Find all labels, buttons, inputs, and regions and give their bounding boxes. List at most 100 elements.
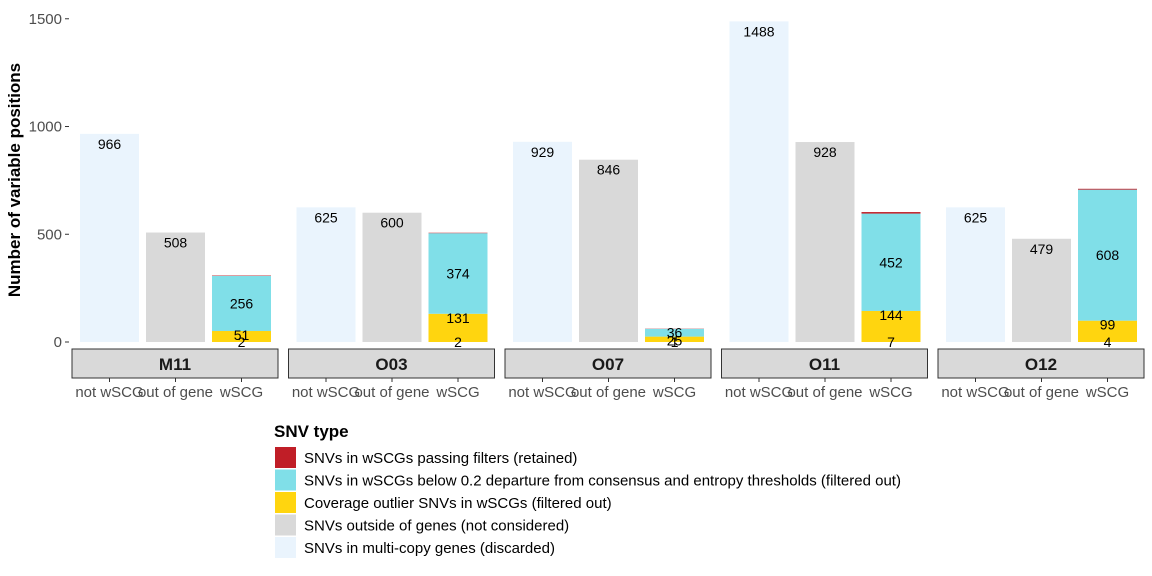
x-tick-label: wSCG [868,384,912,401]
legend-item-below: SNVs in wSCGs below 0.2 departure from c… [275,469,901,491]
bar-segment-multi [80,133,139,342]
x-tick-label: out of gene [138,384,213,401]
data-label: 36 [667,325,683,341]
facet-strip [288,348,495,379]
data-label: 7 [887,334,895,350]
data-label: 608 [1096,247,1120,263]
data-label: 966 [98,136,122,152]
legend-item-outside: SNVs outside of genes (not considered) [275,514,569,536]
bar-segment-outside [795,142,855,342]
data-label: 452 [879,254,903,270]
x-tick-label: out of gene [354,384,429,401]
bar-segment-multi [513,141,572,342]
bar-segment-retained [1078,188,1137,190]
x-tick-label: not wSCG [725,384,793,401]
x-tick-label: not wSCG [508,384,576,401]
data-label: 99 [1100,317,1116,333]
data-label: 928 [813,144,837,160]
data-label: 625 [964,209,988,225]
facet-strip [721,348,928,379]
legend-swatch [275,447,296,468]
y-tick-label: 0 [54,334,62,351]
x-tick-label: out of gene [571,384,646,401]
legend-swatch [275,514,296,536]
legend: SNV type SNVs in wSCGs passing filters (… [274,422,901,558]
legend-label: SNVs in wSCGs passing filters (retained) [304,450,577,467]
data-label: 2 [454,334,462,350]
data-label: 625 [314,209,338,225]
data-label: 508 [164,235,188,251]
data-label: 929 [531,144,555,160]
data-label: 131 [446,310,470,326]
x-tick-label: out of gene [787,384,862,401]
data-label: 600 [380,215,404,231]
y-tick-label: 500 [37,226,62,243]
facet-strip-label: M11 [159,355,191,374]
x-tick-label: wSCG [219,384,263,401]
legend-label: SNVs outside of genes (not considered) [304,518,569,535]
x-tick-label: wSCG [1085,384,1129,401]
legend-swatch [275,492,296,513]
bar-segment-outside [146,232,205,342]
bar-segment-below [1078,189,1137,321]
x-tick-label: out of gene [1004,384,1079,401]
data-label: 4 [1104,334,1112,350]
legend-swatch [275,469,296,491]
data-label: 51 [234,327,250,343]
data-label: 374 [446,265,470,281]
data-label: 846 [597,162,621,178]
legend-item-multi: SNVs in multi-copy genes (discarded) [275,537,555,558]
data-label: 25 [667,333,683,349]
bar-segment-multi [296,207,356,342]
bar-segment-coverage [428,313,488,342]
facet-strip [504,348,712,379]
facet-panel-o11: 1488 not wSCG 928 out of gene 144 452 7 wSCG O11 [721,21,928,401]
facet-strip-label: O07 [592,355,624,374]
data-label: 2 [238,334,246,350]
facet-strip-label: O11 [809,355,840,374]
x-tick-label: not wSCG [292,384,360,401]
facet-strip [71,348,279,379]
bar-segment-coverage [861,310,921,342]
data-label: 1 [671,334,679,350]
bar-segment-multi [946,207,1005,342]
facet-panel-o12: 625 not wSCG 479 out of gene 99 608 4 wSCG O12 [937,188,1145,401]
bar-segment-outside [579,159,638,342]
legend-items: SNVs in wSCGs passing filters (retained)… [275,447,901,558]
y-axis: 0 500 1000 1500 [29,11,69,351]
legend-item-retained: SNVs in wSCGs passing filters (retained) [275,447,577,468]
legend-label: Coverage outlier SNVs in wSCGs (filtered… [304,495,612,512]
y-tick-label: 1000 [29,119,62,136]
bar-segment-below [428,233,488,314]
bar-segment-outside [362,212,422,342]
data-label: 1488 [743,23,774,39]
facet-panel-m11: 966 not wSCG 508 out of gene 51 256 2 wSCG M11 [71,133,279,401]
bar-segment-coverage [1078,320,1137,342]
y-tick-label: 1500 [29,11,62,28]
bar-segment-below [212,275,271,332]
x-tick-label: wSCG [435,384,479,401]
y-axis-title: Number of variable positions [5,63,24,297]
legend-title: SNV type [274,422,349,441]
legend-item-coverage: Coverage outlier SNVs in wSCGs (filtered… [275,492,612,513]
bar-segment-outside [1012,238,1071,342]
facet-strip [937,348,1145,379]
data-label: 479 [1030,241,1054,257]
legend-swatch [275,537,296,558]
x-tick-label: wSCG [652,384,696,401]
data-label: 144 [879,307,903,323]
bar-segment-coverage [212,331,271,342]
data-label: 256 [230,295,254,311]
facet-panels: 966 not wSCG 508 out of gene 51 256 2 wSCG M11 62… [71,21,1145,401]
x-tick-label: not wSCG [75,384,143,401]
bar-segment-below [861,213,921,311]
bar-segment-retained [861,212,921,214]
legend-label: SNVs in wSCGs below 0.2 departure from c… [304,473,901,490]
facet-panel-o03: 625 not wSCG 600 out of gene 131 374 2 wSCG O03 [288,207,495,401]
bar-segment-below [645,328,704,337]
facet-strip-label: O12 [1025,355,1057,374]
x-tick-label: not wSCG [941,384,1009,401]
bar-segment-multi [729,21,789,343]
